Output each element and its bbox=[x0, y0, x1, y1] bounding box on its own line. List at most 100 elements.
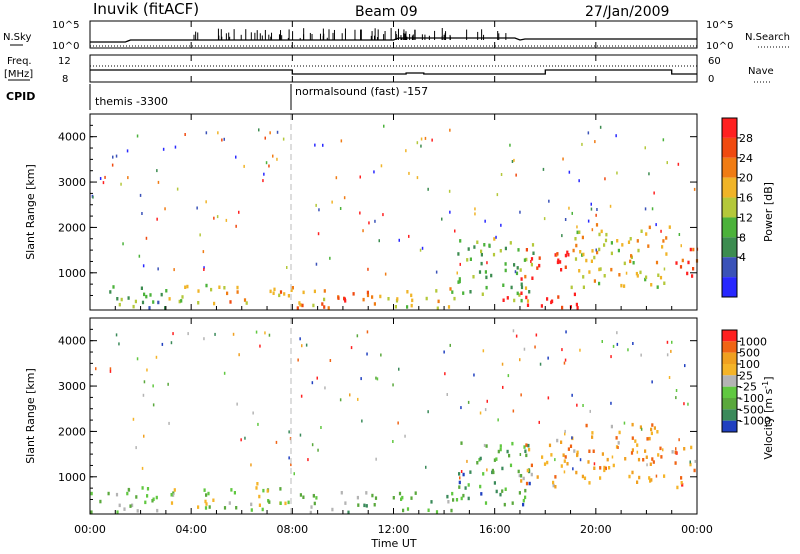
heatmap-cell bbox=[340, 491, 343, 495]
x-tick-label: 04:00 bbox=[175, 523, 207, 536]
heatmap-cell bbox=[617, 446, 619, 449]
cpid-mode-1: themis -3300 bbox=[95, 95, 168, 108]
colorbar-swatch bbox=[722, 409, 737, 421]
heatmap-cell bbox=[115, 333, 118, 337]
nsky-panel: N.Sky 10^5 10^0 10^5 10^0 N.Search bbox=[3, 20, 790, 52]
heatmap-cell bbox=[560, 464, 563, 468]
heatmap-cell bbox=[269, 289, 272, 294]
heatmap-cell bbox=[639, 425, 642, 429]
heatmap-cell bbox=[474, 212, 476, 216]
heatmap-cell bbox=[458, 277, 461, 281]
heatmap-cell bbox=[573, 292, 576, 297]
heatmap-cell bbox=[532, 251, 535, 255]
heatmap-cell bbox=[170, 341, 173, 345]
heatmap-cell bbox=[406, 305, 409, 309]
heatmap-cell bbox=[636, 274, 639, 278]
heatmap-cell bbox=[598, 247, 601, 252]
heatmap-cell bbox=[287, 294, 290, 298]
heatmap-cell bbox=[164, 306, 167, 310]
heatmap-cell bbox=[550, 453, 553, 457]
heatmap-cell bbox=[663, 267, 666, 271]
heatmap-cell bbox=[514, 270, 517, 274]
heatmap-cell bbox=[406, 507, 410, 511]
heatmap-cell bbox=[361, 419, 363, 423]
heatmap-cell bbox=[531, 276, 534, 280]
nsearch-label: N.Search bbox=[745, 32, 790, 43]
heatmap-cell bbox=[520, 291, 523, 295]
heatmap-cell bbox=[564, 432, 566, 436]
heatmap-cell bbox=[180, 299, 183, 303]
heatmap-cell bbox=[646, 437, 649, 441]
heatmap-cell bbox=[126, 149, 129, 153]
heatmap-cell bbox=[99, 177, 102, 180]
heatmap-cell bbox=[472, 275, 475, 279]
heatmap-cell bbox=[458, 480, 461, 485]
heatmap-cell bbox=[186, 284, 189, 289]
heatmap-cell bbox=[473, 373, 475, 377]
heatmap-cell bbox=[305, 343, 308, 347]
heatmap-cell bbox=[302, 290, 305, 295]
heatmap-cell bbox=[485, 444, 488, 448]
heatmap-cell bbox=[120, 182, 122, 186]
heatmap-cell bbox=[557, 258, 560, 262]
heatmap-cell bbox=[615, 445, 619, 449]
heatmap-cell bbox=[561, 234, 563, 238]
heatmap-cell bbox=[601, 340, 603, 343]
heatmap-cell bbox=[591, 431, 594, 435]
colorbar-tick-label: 12 bbox=[739, 211, 753, 224]
heatmap-cell bbox=[223, 286, 226, 290]
power-heatmap bbox=[91, 124, 699, 310]
heatmap-cell bbox=[99, 499, 102, 504]
heatmap-cell bbox=[576, 403, 578, 407]
heatmap-cell bbox=[202, 250, 205, 254]
heatmap-cell bbox=[636, 480, 639, 484]
heatmap-cell bbox=[556, 260, 559, 265]
heatmap-cell bbox=[244, 436, 246, 440]
heatmap-cell bbox=[504, 246, 507, 251]
heatmap-cell bbox=[666, 340, 669, 344]
heatmap-cell bbox=[538, 256, 541, 260]
heatmap-cell bbox=[111, 163, 114, 167]
heatmap-cell bbox=[142, 264, 145, 268]
heatmap-cell bbox=[642, 458, 645, 462]
heatmap-cell bbox=[474, 207, 476, 211]
heatmap-cell bbox=[291, 286, 294, 290]
heatmap-cell bbox=[127, 176, 129, 180]
power-y-axis: 1000 2000 3000 4000 bbox=[58, 124, 697, 296]
heatmap-cell bbox=[315, 262, 318, 266]
heatmap-cell bbox=[255, 330, 258, 334]
heatmap-cell bbox=[160, 292, 163, 297]
heatmap-cell bbox=[410, 293, 413, 298]
heatmap-cell bbox=[649, 462, 652, 466]
heatmap-cell bbox=[118, 342, 120, 346]
heatmap-cell bbox=[663, 474, 666, 478]
heatmap-cell bbox=[552, 483, 555, 488]
nsky-tick-bottom: 10^0 bbox=[52, 41, 79, 52]
heatmap-cell bbox=[458, 485, 461, 489]
heatmap-cell bbox=[313, 501, 316, 506]
heatmap-cell bbox=[368, 221, 370, 225]
heatmap-cell bbox=[671, 340, 673, 344]
colorbar-swatch bbox=[722, 364, 737, 376]
velocity-y-axis: 1000 2000 3000 4000 bbox=[58, 328, 697, 500]
heatmap-cell bbox=[482, 472, 485, 476]
cpid-label: CPID bbox=[6, 90, 35, 103]
heatmap-cell bbox=[265, 161, 268, 165]
heatmap-cell bbox=[519, 358, 521, 362]
nsky-tick-top: 10^5 bbox=[52, 20, 79, 31]
heatmap-cell bbox=[568, 170, 571, 174]
heatmap-cell bbox=[637, 457, 641, 462]
heatmap-cell bbox=[226, 291, 229, 296]
heatmap-cell bbox=[651, 380, 653, 384]
heatmap-cell bbox=[492, 470, 495, 475]
heatmap-cell bbox=[350, 346, 353, 350]
heatmap-cell bbox=[344, 501, 347, 505]
heatmap-cell bbox=[229, 300, 232, 304]
heatmap-cell bbox=[556, 438, 559, 443]
heatmap-cell bbox=[600, 229, 603, 234]
heatmap-cell bbox=[616, 342, 619, 346]
heatmap-cell bbox=[684, 364, 686, 368]
heatmap-cell bbox=[599, 466, 602, 470]
cpid-mode-2: normalsound (fast) -157 bbox=[295, 85, 428, 98]
heatmap-cell bbox=[591, 435, 594, 439]
